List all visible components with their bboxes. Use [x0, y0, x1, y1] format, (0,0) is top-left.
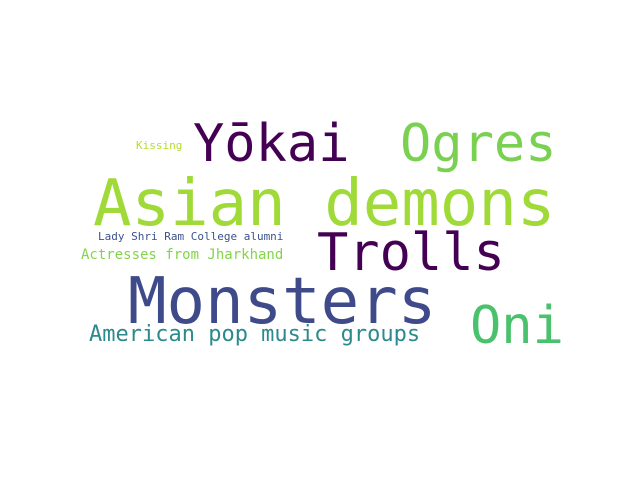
word-oni: Oni: [470, 296, 564, 356]
word-ogres: Ogres: [400, 114, 557, 174]
word-lady-shri-ram-college-alumni: Lady Shri Ram College alumni: [98, 230, 284, 243]
word-asian-demons: Asian demons: [93, 167, 556, 241]
word-kissing: Kissing: [136, 139, 183, 152]
word-actresses-from-jharkhand: Actresses from Jharkhand: [81, 247, 284, 263]
word-yokai: Yōkai: [193, 114, 350, 174]
word-trolls: Trolls: [317, 223, 505, 283]
word-monsters: Monsters: [128, 265, 437, 339]
word-american-pop-music-groups: American pop music groups: [89, 322, 421, 347]
